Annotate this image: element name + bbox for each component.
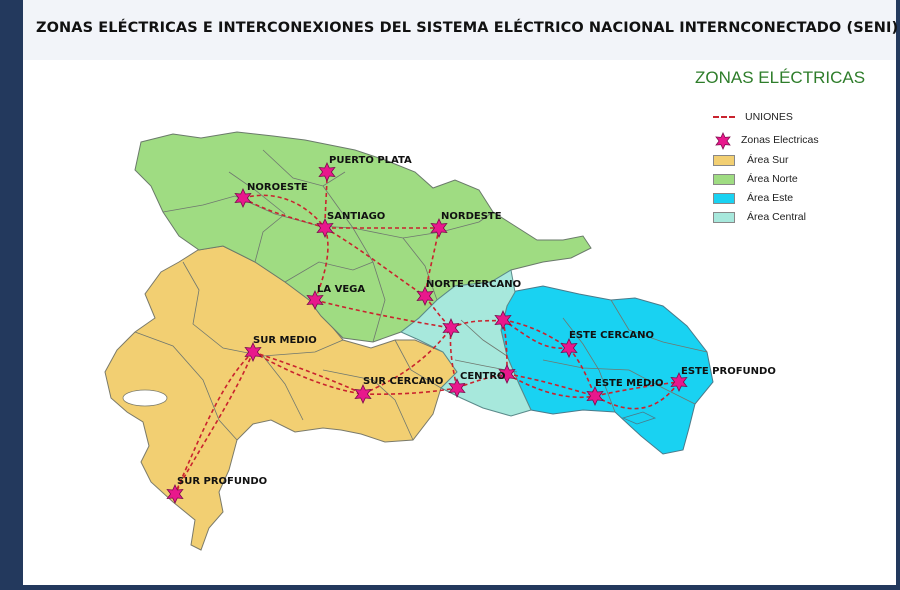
- legend-label-area-norte: Área Norte: [747, 173, 798, 185]
- zone-star-central-hub-2[interactable]: [494, 310, 512, 330]
- zone-star-sur-cercano[interactable]: [354, 384, 372, 404]
- star-icon: [713, 132, 735, 150]
- legend-item-area-sur: Área Sur: [713, 152, 788, 168]
- area-este-swatch-icon: [713, 192, 735, 204]
- zone-label-noroeste: NOROESTE: [247, 182, 308, 193]
- zone-label-este-cercano: ESTE CERCANO: [569, 330, 654, 341]
- zone-star-central-hub-1[interactable]: [442, 318, 460, 338]
- zone-star-norte-cercano[interactable]: [416, 286, 434, 306]
- legend-label-zonas: Zonas Electricas: [741, 134, 819, 146]
- zone-star-santiago[interactable]: [316, 218, 334, 238]
- zone-label-este-profundo: ESTE PROFUNDO: [681, 366, 776, 377]
- legend-item-uniones: UNIONES: [713, 109, 793, 125]
- area-sur-swatch-icon: [713, 154, 735, 166]
- zone-star-sur-medio[interactable]: [244, 342, 262, 362]
- zone-label-sur-cercano: SUR CERCANO: [363, 376, 443, 387]
- electric-zones-map: PUERTO PLATA NOROESTE SANTIAGO NORDESTE …: [104, 131, 776, 551]
- legend-item-area-norte: Área Norte: [713, 171, 798, 187]
- zone-star-la-vega[interactable]: [306, 290, 324, 310]
- saona-island: [621, 411, 657, 425]
- dashed-line-icon: [713, 116, 735, 118]
- map-panel: ZONAS ELÉCTRICAS E INTERCONEXIONES DEL S…: [23, 0, 899, 585]
- zone-labels: PUERTO PLATA NOROESTE SANTIAGO NORDESTE …: [177, 155, 776, 487]
- area-central-region: [400, 269, 532, 417]
- legend-label-area-este: Área Este: [747, 192, 794, 204]
- zone-label-puerto-plata: PUERTO PLATA: [329, 155, 412, 166]
- zone-label-la-vega: LA VEGA: [317, 284, 365, 295]
- legend-label-uniones: UNIONES: [745, 111, 793, 123]
- zone-label-centro: CENTRO: [460, 371, 506, 382]
- zone-star-nordeste[interactable]: [430, 218, 448, 238]
- legend-title: ZONAS ELÉCTRICAS: [695, 68, 866, 87]
- zone-star-noroeste[interactable]: [234, 188, 252, 208]
- province-borders: [134, 149, 708, 441]
- area-norte-swatch-icon: [713, 173, 735, 185]
- zone-star-este-profundo[interactable]: [670, 372, 688, 392]
- legend-item-zonas: Zonas Electricas: [713, 132, 819, 150]
- zone-label-sur-profundo: SUR PROFUNDO: [177, 476, 267, 487]
- zone-star-puerto-plata[interactable]: [318, 162, 336, 182]
- header-bar: ZONAS ELÉCTRICAS E INTERCONEXIONES DEL S…: [23, 0, 899, 60]
- zone-star-central-hub-3[interactable]: [498, 364, 516, 384]
- legend-item-area-central: Área Central: [713, 209, 806, 225]
- zone-star-este-cercano[interactable]: [560, 338, 578, 358]
- zone-star-centro[interactable]: [448, 378, 466, 398]
- zone-label-nordeste: NORDESTE: [441, 211, 502, 222]
- zone-label-sur-medio: SUR MEDIO: [253, 335, 317, 346]
- zone-star-sur-profundo[interactable]: [166, 484, 184, 504]
- zone-stars: [166, 162, 688, 504]
- area-norte-region: [134, 131, 592, 343]
- zone-label-norte-cercano: NORTE CERCANO: [426, 279, 521, 290]
- area-central-swatch-icon: [713, 211, 735, 223]
- legend-label-area-central: Área Central: [747, 211, 806, 223]
- zone-label-santiago: SANTIAGO: [327, 211, 385, 222]
- zone-label-este-medio: ESTE MEDIO: [595, 378, 663, 389]
- page-title: ZONAS ELÉCTRICAS E INTERCONEXIONES DEL S…: [36, 20, 899, 36]
- zone-star-este-medio[interactable]: [586, 386, 604, 406]
- legend-item-area-este: Área Este: [713, 190, 793, 206]
- legend-label-area-sur: Área Sur: [747, 154, 789, 166]
- lake-enriquillo: [122, 389, 168, 407]
